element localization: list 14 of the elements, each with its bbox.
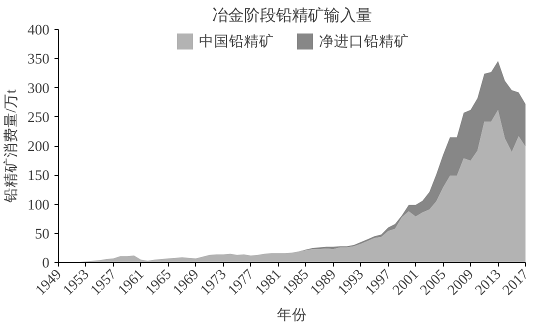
y-tick-label: 0 — [42, 256, 50, 272]
x-axis-title: 年份 — [277, 306, 307, 324]
y-tick-label: 200 — [28, 139, 50, 155]
y-axis-title: 铅精矿消费量/万t — [2, 89, 20, 204]
y-tick-label: 300 — [28, 80, 50, 97]
legend-label: 中国铅精矿 — [199, 32, 274, 50]
y-tick-label: 100 — [28, 197, 50, 214]
y-tick-label: 350 — [28, 52, 50, 68]
legend-label: 净进口铅精矿 — [319, 32, 409, 50]
chart-title: 冶金阶段铅精矿输入量 — [212, 6, 372, 24]
y-tick-label: 150 — [28, 168, 50, 184]
y-tick-label: 50 — [34, 226, 50, 242]
y-tick-label: 250 — [28, 110, 50, 126]
y-tick-label: 400 — [28, 22, 50, 38]
